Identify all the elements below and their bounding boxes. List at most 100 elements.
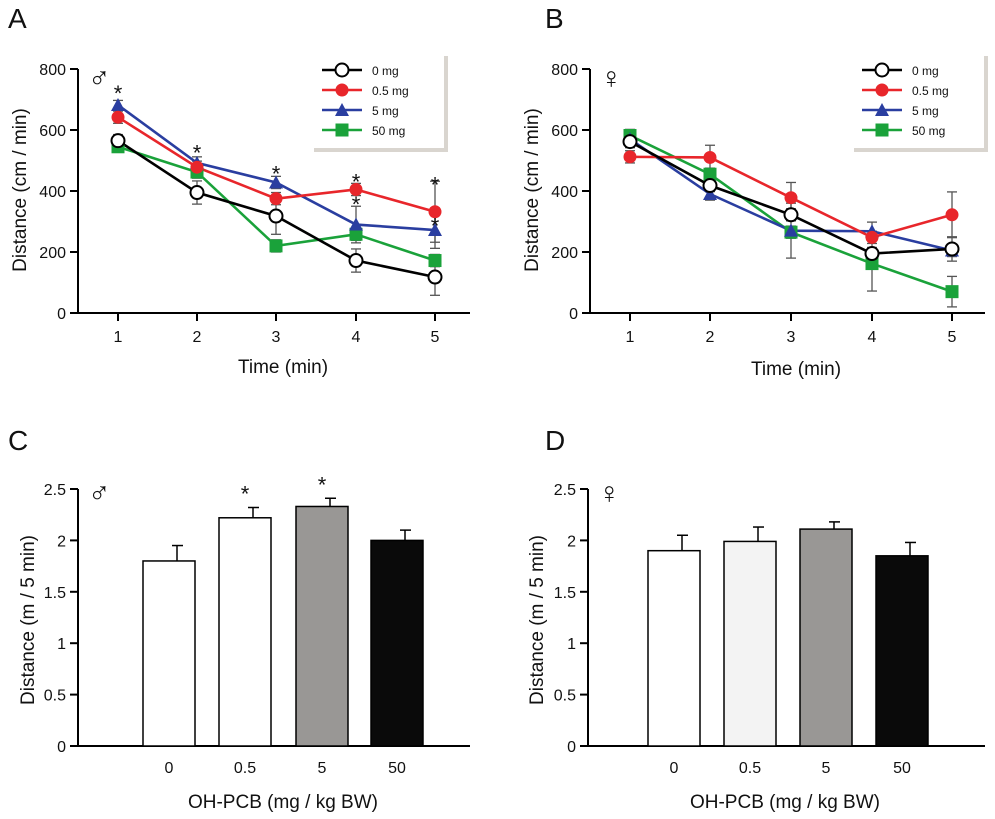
bar [142, 560, 196, 747]
y-tick-label: 400 [551, 184, 578, 201]
y-tick-label: 2 [567, 533, 576, 550]
legend-label: 5 mg [912, 104, 939, 118]
sex-symbol: ♀ [600, 62, 623, 95]
panel-letter: C [8, 425, 28, 456]
data-point [703, 167, 717, 181]
x-tick-label: 5 [318, 760, 327, 777]
data-point [428, 205, 442, 219]
x-tick-label: 5 [822, 760, 831, 777]
y-axis-title: Distance (cm / min) [522, 108, 543, 272]
data-point [190, 160, 204, 174]
x-tick-label: 1 [626, 329, 635, 346]
data-point [703, 150, 717, 164]
x-tick-label: 4 [868, 329, 877, 346]
x-tick-label: 50 [893, 760, 911, 777]
data-point [269, 192, 283, 206]
data-point [349, 182, 363, 196]
y-tick-label: 800 [551, 62, 578, 79]
y-tick-label: 1 [567, 636, 576, 653]
data-point [348, 253, 364, 269]
significance-star: * [193, 140, 202, 165]
x-axis-title: Time (min) [751, 359, 841, 380]
data-point [784, 223, 798, 237]
legend-marker [875, 123, 889, 137]
significance-star: * [241, 482, 250, 507]
significance-star: * [431, 172, 440, 197]
bar [647, 549, 701, 747]
legend-label: 5 mg [372, 104, 399, 118]
panel-letter: D [545, 425, 565, 456]
data-point [944, 241, 960, 257]
y-tick-label: 1.5 [44, 585, 66, 602]
data-point [783, 207, 799, 223]
data-point [945, 208, 959, 222]
legend-label: 0.5 mg [912, 84, 949, 98]
panel-c: C ♂ 0 0.5 1 1.5 2 2.5 Distance (m / 5 min) OH-PCB… [8, 425, 470, 813]
y-tick-label: 200 [39, 245, 66, 262]
sex-symbol: ♂ [88, 477, 111, 510]
x-tick-label: 50 [388, 760, 406, 777]
data-point [945, 285, 959, 299]
significance-star: * [318, 472, 327, 497]
significance-star: * [352, 169, 361, 194]
x-tick-label: 0.5 [739, 760, 761, 777]
x-tick-label: 0 [670, 760, 679, 777]
data-point [428, 254, 442, 268]
panel-b: B ♀ 0 200 400 600 800 Distance (cm / min) Time (… [522, 3, 988, 380]
x-axis-title: OH-PCB (mg / kg BW) [188, 792, 378, 813]
data-point [703, 187, 717, 201]
data-point [784, 191, 798, 205]
y-tick-label: 1.5 [554, 585, 576, 602]
data-point [110, 133, 126, 149]
x-tick-label: 1 [114, 329, 123, 346]
legend-marker [874, 62, 890, 78]
data-point [864, 246, 880, 262]
data-point [349, 227, 363, 241]
y-tick-label: 0 [57, 739, 66, 756]
y-tick-label: 800 [39, 62, 66, 79]
x-tick-label: 5 [431, 329, 440, 346]
data-point [427, 269, 443, 285]
bar [875, 555, 929, 747]
panel-letter: B [545, 3, 564, 34]
y-tick-label: 400 [39, 184, 66, 201]
y-tick-label: 200 [551, 245, 578, 262]
significance-star: * [352, 192, 361, 217]
bar [218, 517, 272, 747]
significance-star: * [431, 214, 440, 239]
bar [370, 539, 424, 747]
data-point [623, 150, 637, 164]
y-tick-label: 600 [551, 123, 578, 140]
legend-label: 50 mg [912, 124, 945, 138]
legend-marker [875, 103, 889, 116]
y-axis-title: Distance (m / 5 min) [18, 535, 39, 705]
legend-marker [335, 123, 349, 137]
data-point [622, 134, 638, 150]
data-point [268, 208, 284, 224]
bar [295, 505, 349, 747]
data-point [349, 217, 363, 231]
y-tick-label: 0.5 [554, 688, 576, 705]
panel-d: D ♀ 0 0.5 1 1.5 2 2.5 Distance (m / 5 min) OH-PCB… [527, 425, 985, 813]
data-point [865, 257, 879, 271]
x-tick-label: 0 [165, 760, 174, 777]
y-tick-label: 0.5 [44, 688, 66, 705]
panel-letter: A [8, 3, 27, 34]
significance-star: * [272, 162, 281, 187]
x-tick-label: 3 [272, 329, 281, 346]
legend-box [310, 52, 444, 148]
y-tick-label: 0 [567, 739, 576, 756]
y-axis-title: Distance (m / 5 min) [527, 535, 548, 705]
bar [723, 540, 777, 747]
data-point [111, 97, 125, 111]
y-tick-label: 600 [39, 123, 66, 140]
significance-star: * [114, 81, 123, 106]
x-tick-label: 2 [706, 329, 715, 346]
data-point [111, 110, 125, 124]
panel-a: A ♂ 0 200 400 600 800 Distance (cm / min) Time (… [8, 3, 470, 378]
legend-box [850, 52, 984, 148]
legend-marker [334, 62, 350, 78]
legend-marker [335, 83, 349, 97]
data-point [702, 178, 718, 194]
legend-label: 0.5 mg [372, 84, 409, 98]
